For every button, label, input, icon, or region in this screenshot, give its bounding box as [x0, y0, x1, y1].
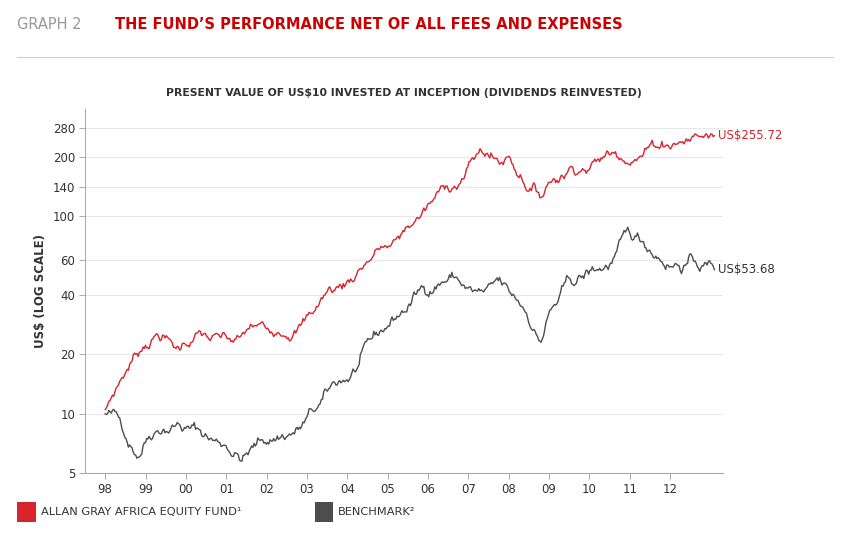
- Y-axis label: US$ (LOG SCALE): US$ (LOG SCALE): [34, 234, 48, 348]
- Text: ALLAN GRAY AFRICA EQUITY FUND¹: ALLAN GRAY AFRICA EQUITY FUND¹: [41, 507, 241, 517]
- Text: THE FUND’S PERFORMANCE NET OF ALL FEES AND EXPENSES: THE FUND’S PERFORMANCE NET OF ALL FEES A…: [115, 17, 622, 32]
- Text: BENCHMARK²: BENCHMARK²: [338, 507, 416, 517]
- Text: GRAPH 2: GRAPH 2: [17, 17, 82, 32]
- Text: US$53.68: US$53.68: [717, 263, 774, 276]
- Text: PRESENT VALUE OF US$10 INVESTED AT INCEPTION (DIVIDENDS REINVESTED): PRESENT VALUE OF US$10 INVESTED AT INCEP…: [166, 88, 642, 98]
- Text: US$255.72: US$255.72: [717, 129, 782, 142]
